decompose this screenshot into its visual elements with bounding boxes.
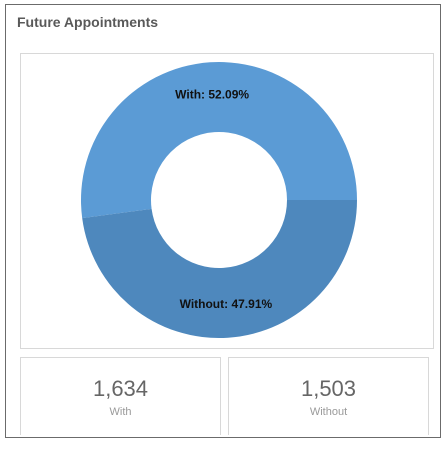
slice-label-with: With: 52.09% <box>175 87 249 101</box>
donut-slice-with[interactable] <box>81 62 358 219</box>
stat-label-without: Without <box>309 406 348 418</box>
slice-label-without: Without: 47.91% <box>180 297 273 311</box>
widget-title: Future Appointments <box>17 14 159 30</box>
stat-card-without: 1,503 Without <box>228 357 429 435</box>
donut-slice-without[interactable] <box>82 200 357 339</box>
chart-panel: With: 52.09% Without: 47.91% <box>20 53 434 349</box>
donut-chart: With: 52.09% Without: 47.91% <box>81 62 358 339</box>
stat-card-with: 1,634 With <box>20 357 221 435</box>
future-appointments-widget: Future Appointments With: 52.09% Without:… <box>5 4 441 438</box>
stat-label-with: With <box>109 406 132 418</box>
stat-value-without: 1,503 <box>300 376 357 401</box>
stat-value-with: 1,634 <box>92 376 149 401</box>
